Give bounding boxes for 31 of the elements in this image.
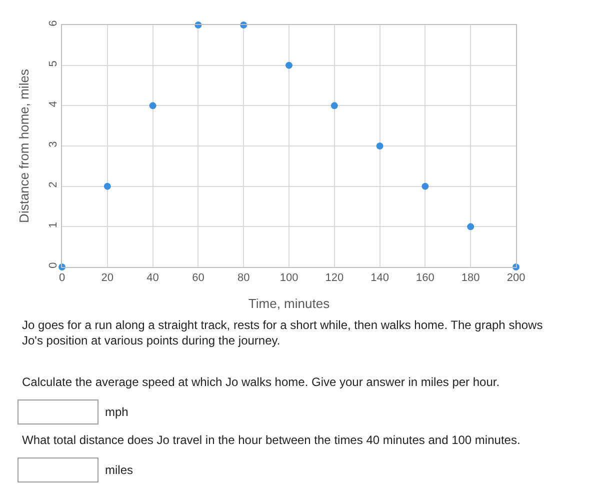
- x-tick-label: 60: [192, 272, 204, 284]
- x-tick-label: 140: [370, 272, 389, 284]
- y-axis-title: Distance from home, miles: [16, 68, 32, 223]
- x-tick-label: 80: [237, 272, 250, 284]
- x-tick-label: 20: [101, 272, 114, 284]
- x-tick-label: 200: [506, 272, 526, 284]
- text: mph: [105, 405, 128, 419]
- x-axis-title: Time, minutes: [248, 296, 330, 311]
- y-tick-label: 5: [48, 60, 60, 67]
- point: [467, 223, 474, 230]
- y-tick-label: 3: [48, 141, 60, 148]
- y-tick-label: 1: [48, 222, 60, 228]
- text: What total distance does Jo travel in the hour between the times 40 minutes and 100 minutes.: [22, 433, 520, 447]
- point: [104, 182, 111, 190]
- text: Calculate the average speed at which Jo walks home. Give your answer in miles per hour.: [22, 375, 500, 389]
- y-tick-label: 4: [48, 100, 60, 108]
- x-tick-label: 180: [461, 272, 480, 284]
- point: [149, 102, 156, 110]
- point: [422, 182, 429, 190]
- text: Jo goes for a run along a straight track, rests for a short while, then walks home. The graph shows Jo's position at various points during the journey.: [22, 318, 543, 348]
- y-tick-label: 6: [48, 20, 60, 26]
- point: [330, 102, 338, 110]
- x-tick-label: 160: [416, 272, 434, 284]
- x-tick-label: 100: [280, 272, 298, 284]
- y-tick-label: 0: [48, 262, 60, 268]
- x-tick-label: 40: [146, 272, 159, 284]
- x-tick-label: 120: [325, 272, 344, 284]
- y-tick-label: 2: [48, 182, 60, 188]
- point: [286, 62, 292, 69]
- text: miles: [105, 463, 134, 477]
- point: [376, 142, 384, 150]
